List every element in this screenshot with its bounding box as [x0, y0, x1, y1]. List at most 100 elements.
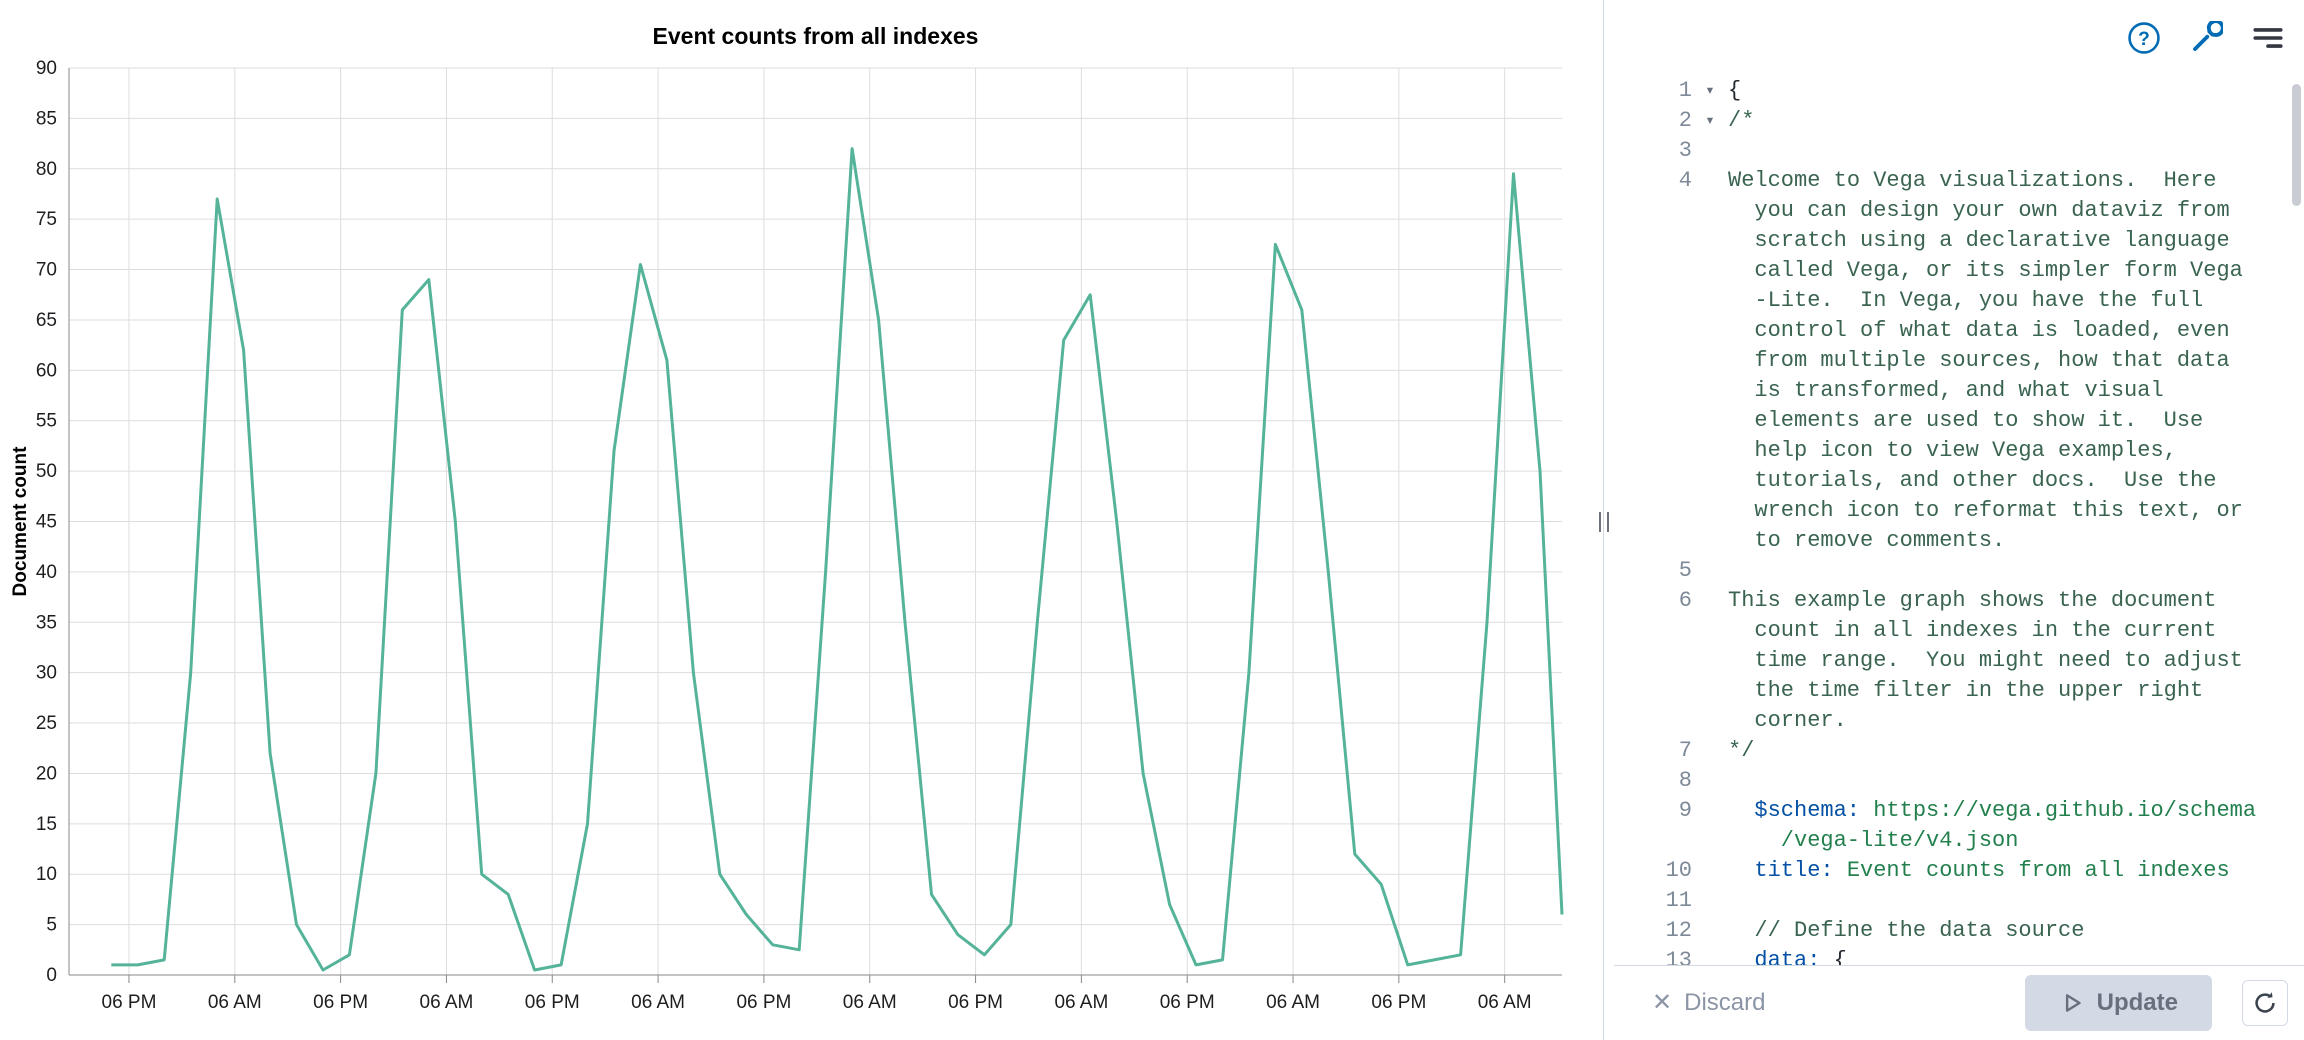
fold-spacer: [1692, 136, 1728, 166]
code-line[interactable]: 5: [1614, 556, 2304, 586]
options-button[interactable]: [2250, 20, 2286, 56]
line-number: 1: [1678, 78, 1692, 103]
code-line[interactable]: you can design your own dataviz from: [1614, 196, 2304, 226]
x-tick-label: 06 PM: [525, 992, 580, 1013]
fold-spacer: [1692, 376, 1728, 406]
fold-spacer: [1692, 886, 1728, 916]
y-tick-label: 80: [36, 159, 57, 180]
code-line[interactable]: 1 ▾{: [1614, 76, 2304, 106]
code-line[interactable]: is transformed, and what visual: [1614, 376, 2304, 406]
editor-panel: ? 1 ▾{2 ▾/* 3 4 Welcome t: [1604, 0, 2304, 1040]
y-axis-title: Document count: [10, 446, 31, 597]
line-number: [1614, 256, 1692, 286]
x-tick-label: 06 AM: [420, 992, 474, 1013]
line-number: [1614, 286, 1692, 316]
line-number: [1614, 646, 1692, 676]
line-number: [1614, 676, 1692, 706]
refresh-button[interactable]: [2242, 980, 2288, 1026]
code-line[interactable]: /vega-lite/v4.json: [1614, 826, 2304, 856]
fold-arrow-icon[interactable]: ▾: [1705, 112, 1715, 130]
fold-spacer: [1692, 406, 1728, 436]
fold-spacer: [1692, 286, 1728, 316]
close-icon: ✕: [1652, 989, 1673, 1016]
fold-spacer: [1692, 226, 1728, 256]
fold-spacer: [1692, 706, 1728, 736]
x-tick-label: 06 AM: [843, 992, 897, 1013]
code-line[interactable]: 2 ▾/*: [1614, 106, 2304, 136]
y-tick-label: 30: [36, 663, 57, 684]
reformat-button[interactable]: [2188, 20, 2224, 56]
x-tick-label: 06 PM: [1371, 992, 1426, 1013]
editor-scrollbar[interactable]: [2292, 84, 2301, 206]
code-line[interactable]: time range. You might need to adjust: [1614, 646, 2304, 676]
code-line[interactable]: 7 */: [1614, 736, 2304, 766]
line-number: [1614, 406, 1692, 436]
fold-spacer: [1692, 796, 1728, 826]
y-tick-label: 55: [36, 411, 57, 432]
line-number: [1614, 466, 1692, 496]
code-line[interactable]: corner.: [1614, 706, 2304, 736]
line-number: 5: [1678, 558, 1692, 583]
play-icon: [2065, 994, 2081, 1012]
y-tick-label: 65: [36, 310, 57, 331]
code-line[interactable]: tutorials, and other docs. Use the: [1614, 466, 2304, 496]
help-button[interactable]: ?: [2126, 20, 2162, 56]
line-number: 8: [1678, 768, 1692, 793]
fold-spacer: [1692, 436, 1728, 466]
line-number: [1614, 526, 1692, 556]
line-number: 3: [1678, 138, 1692, 163]
discard-button[interactable]: ✕ Discard: [1652, 989, 1765, 1017]
fold-spacer: [1692, 316, 1728, 346]
code-line[interactable]: 4 Welcome to Vega visualizations. Here: [1614, 166, 2304, 196]
code-line[interactable]: help icon to view Vega examples,: [1614, 436, 2304, 466]
code-line[interactable]: to remove comments.: [1614, 526, 2304, 556]
code-editor[interactable]: 1 ▾{2 ▾/* 3 4 Welcome to Vega visualizations.…: [1614, 76, 2304, 965]
code-line[interactable]: control of what data is loaded, even: [1614, 316, 2304, 346]
discard-label: Discard: [1684, 989, 1766, 1016]
x-tick-label: 06 AM: [1478, 992, 1532, 1013]
code-line[interactable]: 13 data: {: [1614, 946, 2304, 965]
line-number: [1614, 496, 1692, 526]
y-tick-label: 40: [36, 562, 57, 583]
align-lines-icon: [2253, 28, 2283, 48]
fold-spacer: [1692, 496, 1728, 526]
line-number: [1614, 706, 1692, 736]
update-button[interactable]: Update: [2024, 975, 2212, 1031]
code-rows: 1 ▾{2 ▾/* 3 4 Welcome to Vega visualizations.…: [1614, 76, 2304, 965]
code-line[interactable]: 6 This example graph shows the document: [1614, 586, 2304, 616]
y-tick-label: 5: [46, 915, 57, 936]
y-tick-label: 0: [46, 965, 57, 986]
y-tick-label: 90: [36, 58, 57, 79]
code-line[interactable]: 8: [1614, 766, 2304, 796]
fold-spacer: [1692, 616, 1728, 646]
code-line[interactable]: 12// Define the data source: [1614, 916, 2304, 946]
y-tick-label: 75: [36, 209, 57, 230]
fold-spacer: [1692, 196, 1728, 226]
panel-resizer-grip-icon[interactable]: [1599, 512, 1609, 532]
code-line[interactable]: from multiple sources, how that data: [1614, 346, 2304, 376]
code-line[interactable]: the time filter in the upper right: [1614, 676, 2304, 706]
code-line[interactable]: called Vega, or its simpler form Vega: [1614, 256, 2304, 286]
x-tick-label: 06 PM: [1160, 992, 1215, 1013]
y-tick-label: 60: [36, 360, 57, 381]
y-tick-label: 10: [36, 864, 57, 885]
code-line[interactable]: count in all indexes in the current: [1614, 616, 2304, 646]
code-line[interactable]: -Lite. In Vega, you have the full: [1614, 286, 2304, 316]
fold-spacer: [1692, 346, 1728, 376]
fold-arrow-icon[interactable]: ▾: [1705, 82, 1715, 100]
code-line[interactable]: 3: [1614, 136, 2304, 166]
code-line[interactable]: elements are used to show it. Use: [1614, 406, 2304, 436]
line-number: 6: [1678, 588, 1692, 613]
code-line[interactable]: wrench icon to reformat this text, or: [1614, 496, 2304, 526]
y-tick-label: 35: [36, 612, 57, 633]
editor-footer: ✕ Discard Update: [1614, 965, 2304, 1040]
code-line[interactable]: scratch using a declarative language: [1614, 226, 2304, 256]
fold-spacer: [1692, 586, 1728, 616]
line-number: [1614, 826, 1692, 856]
code-line[interactable]: 11: [1614, 886, 2304, 916]
line-number: 4: [1678, 168, 1692, 193]
code-line[interactable]: 10 title: Event counts from all indexes: [1614, 856, 2304, 886]
code-line[interactable]: 9 $schema: https://vega.github.io/schema: [1614, 796, 2304, 826]
fold-spacer: [1692, 256, 1728, 286]
